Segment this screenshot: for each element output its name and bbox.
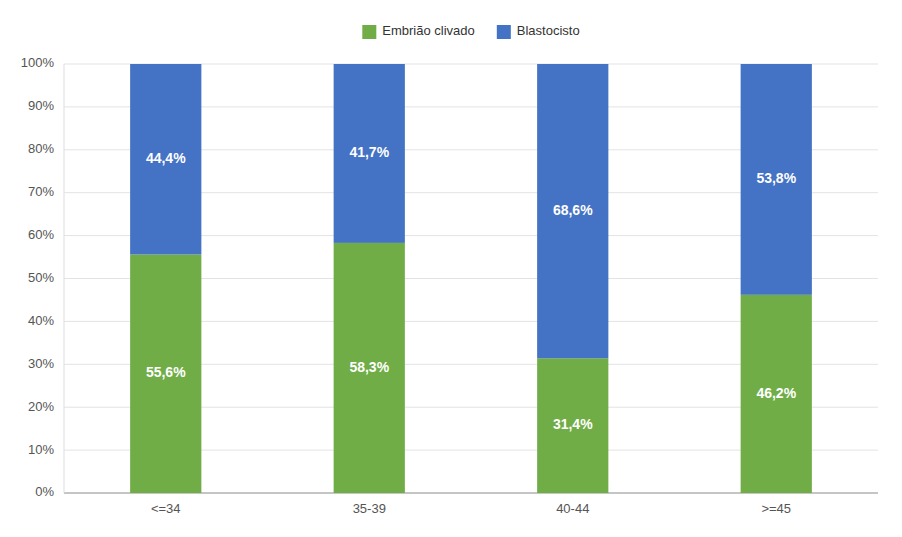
y-tick-label: 70% [28,184,54,199]
y-axis-line [64,64,65,493]
bar [537,358,608,493]
x-tick-label: 35-39 [353,501,386,516]
legend-label: Embrião clivado [382,23,475,38]
legend-swatch [362,25,376,39]
bar [130,64,201,254]
x-tick-label: 40-44 [556,501,589,516]
legend-item: Embrião clivado [362,23,475,39]
page: {"chart_data": { "type": "bar", "stacked… [0,0,902,537]
y-tick-label: 20% [28,399,54,414]
y-tick-label: 100% [21,55,55,70]
chart: 0% 10% 20% 30% 40% 50% 60% 70% 80% 90% 100% <=34 35-… [0,0,902,537]
y-tick-label: 0% [35,484,54,499]
y-tick-label: 30% [28,356,54,371]
y-tick-label: 90% [28,98,54,113]
y-axis: 0% 10% 20% 30% 40% 50% 60% 70% 80% 90% 100% [21,55,55,499]
y-tick-label: 40% [28,313,54,328]
bar [741,295,812,493]
data-label: 53,8% [756,170,796,186]
legend: Embrião clivado Blastocisto [362,23,579,39]
x-tick-label: >=45 [761,501,791,516]
data-label: 31,4% [553,416,593,432]
y-tick-label: 60% [28,227,54,242]
x-tick-label: <=34 [151,501,181,516]
data-label: 68,6% [553,202,593,218]
data-labels: 55,6% 58,3% 31,4% 46,2% 44,4% 41,7% 68,6% 53,8% [146,144,797,432]
data-label: 58,3% [349,359,389,375]
y-tick-label: 10% [28,442,54,457]
bar [741,64,812,295]
x-axis: <=34 35-39 40-44 >=45 [151,501,791,516]
bar [334,64,405,243]
legend-label: Blastocisto [517,23,580,38]
data-label: 44,4% [146,150,186,166]
grid [64,64,878,493]
y-tick-label: 80% [28,141,54,156]
data-label: 41,7% [349,144,389,160]
legend-item: Blastocisto [497,23,580,39]
bar [130,254,201,493]
data-label: 46,2% [756,385,796,401]
bar [334,243,405,493]
bar [537,64,608,358]
bars [130,64,812,493]
legend-swatch [497,25,511,39]
data-label: 55,6% [146,364,186,380]
y-tick-label: 50% [28,270,54,285]
